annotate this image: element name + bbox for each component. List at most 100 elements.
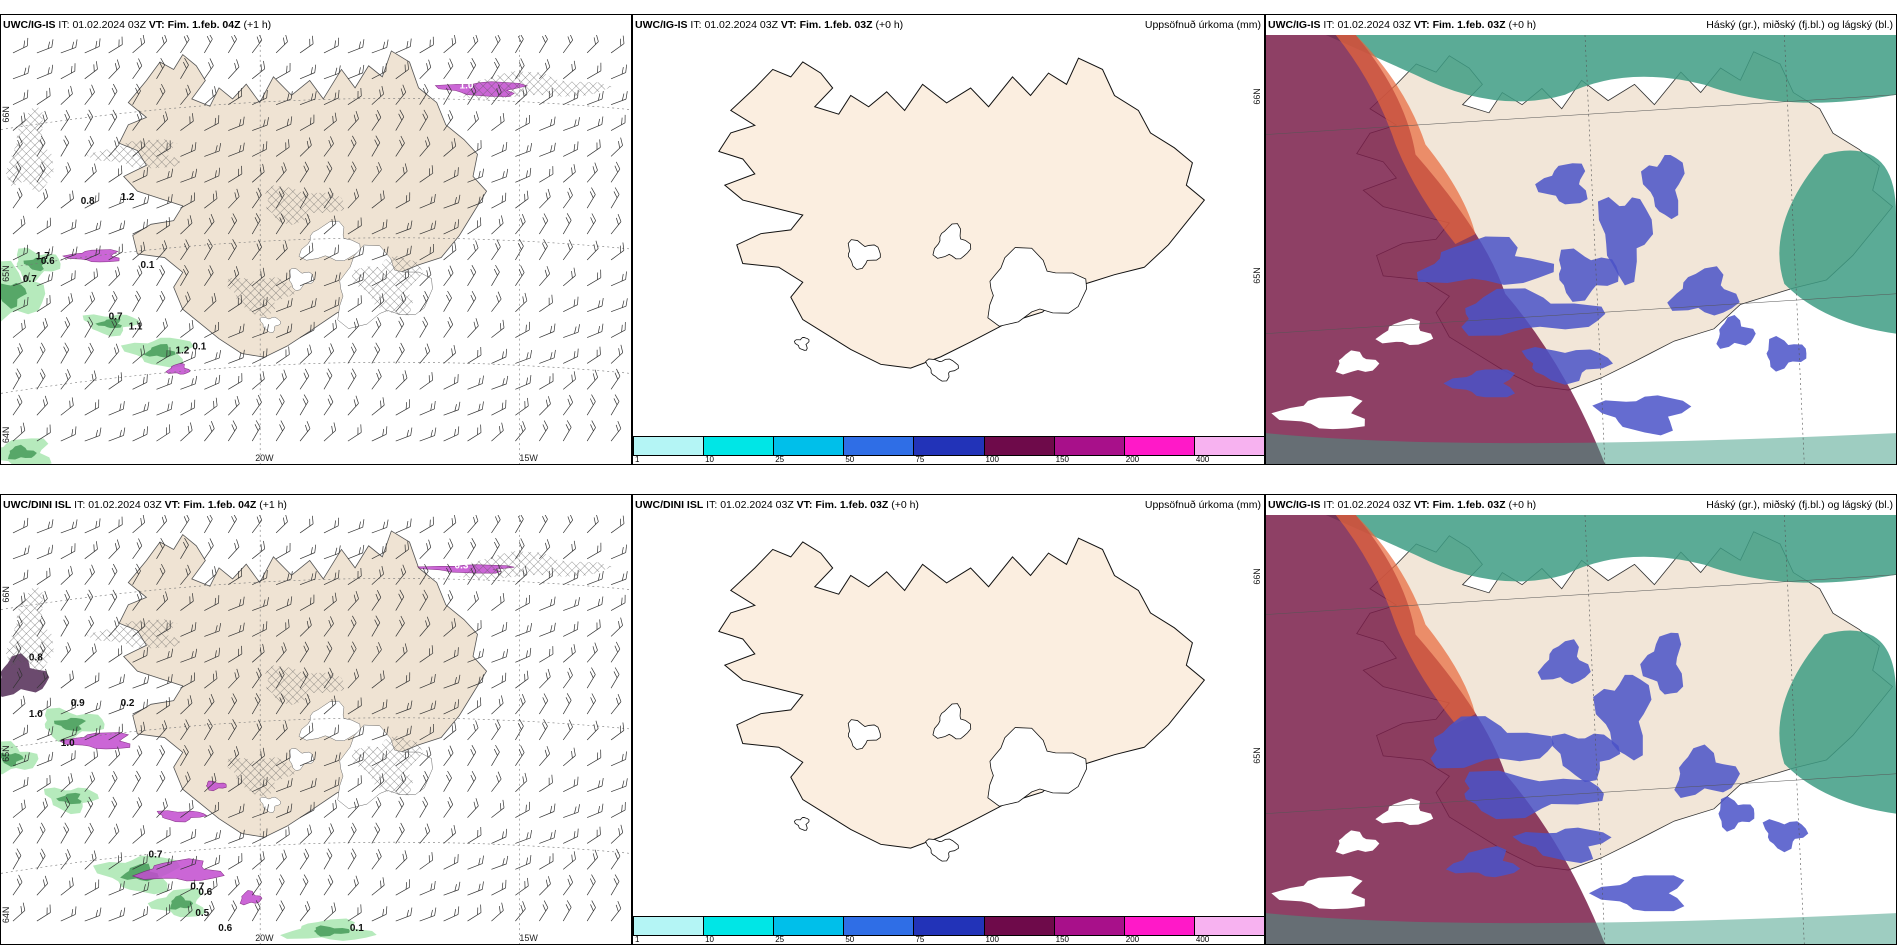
low-cloud-area bbox=[1521, 346, 1613, 385]
wind-barb bbox=[539, 87, 553, 105]
wind-barb bbox=[539, 188, 551, 209]
panel-row2-clouds: UWC/IG-IS IT: 01.02.2024 03Z VT: Fim. 1.… bbox=[1265, 494, 1897, 945]
wind-barb bbox=[132, 265, 143, 287]
precip-core bbox=[23, 257, 48, 272]
wind-barb bbox=[586, 162, 598, 183]
wind-barb bbox=[132, 797, 143, 818]
wind-barb bbox=[228, 875, 240, 896]
wind-barb bbox=[108, 372, 123, 390]
wind-barb bbox=[395, 700, 413, 715]
hatched-region bbox=[5, 103, 54, 193]
wind-barb bbox=[586, 693, 596, 715]
wind-barb bbox=[323, 368, 333, 390]
wind-barb bbox=[12, 569, 29, 585]
wind-barb bbox=[12, 592, 26, 611]
wind-barb bbox=[251, 851, 265, 870]
wind-barb bbox=[539, 116, 556, 131]
wind-barb bbox=[395, 291, 407, 312]
wind-barb bbox=[204, 877, 218, 896]
hatched-region bbox=[264, 665, 346, 706]
wind-barb bbox=[228, 803, 245, 818]
wind-barb bbox=[36, 318, 48, 338]
wind-barb bbox=[491, 902, 504, 922]
wind-barb bbox=[156, 83, 166, 105]
wind-barb bbox=[443, 167, 459, 183]
wind-barb bbox=[467, 881, 484, 896]
wind-barb bbox=[12, 874, 23, 896]
wind-barb bbox=[84, 518, 101, 534]
wind-barb bbox=[515, 829, 532, 844]
colorbar-tick-label: 10 bbox=[705, 935, 715, 944]
colorbar-swatch bbox=[703, 917, 774, 935]
wind-barb bbox=[156, 563, 166, 585]
wind-barb bbox=[84, 541, 98, 560]
wind-barb bbox=[323, 592, 337, 611]
wind-barb bbox=[12, 136, 23, 157]
precip-value-label: 1.2 bbox=[175, 346, 189, 357]
wind-barb bbox=[204, 190, 218, 209]
wind-barb bbox=[347, 88, 362, 105]
wind-barb bbox=[562, 515, 574, 534]
wind-barb bbox=[563, 597, 580, 611]
precip-value-label: 0.6 bbox=[198, 887, 212, 898]
wind-barb bbox=[156, 290, 166, 312]
wind-barb bbox=[443, 138, 457, 157]
low-cloud-area bbox=[1640, 632, 1684, 695]
glacier-outline bbox=[987, 727, 1088, 807]
wind-barb bbox=[12, 394, 23, 416]
wind-barb bbox=[538, 719, 548, 741]
wind-barb bbox=[108, 83, 118, 105]
wind-barb bbox=[12, 161, 22, 183]
model-label: UWC/IG-IS bbox=[1268, 499, 1321, 511]
wind-barb bbox=[84, 109, 94, 131]
wind-barb bbox=[419, 220, 437, 235]
wind-barb bbox=[60, 342, 70, 364]
colorbar-swatch bbox=[1053, 917, 1124, 935]
wind-barb bbox=[395, 192, 411, 209]
wind-barb bbox=[515, 694, 526, 715]
wind-barb bbox=[108, 771, 118, 792]
wind-barb bbox=[491, 695, 504, 715]
clear-sky-area bbox=[1335, 830, 1380, 855]
wind-barb bbox=[371, 219, 388, 235]
wind-barb bbox=[132, 538, 143, 559]
map-layers bbox=[1266, 35, 1896, 464]
wind-barb bbox=[156, 401, 173, 416]
wind-barb bbox=[36, 246, 54, 261]
wind-barb bbox=[323, 422, 337, 442]
colorbar-swatch bbox=[633, 917, 704, 935]
wind-barb bbox=[251, 163, 265, 183]
wind-barb bbox=[347, 217, 362, 235]
wind-barb bbox=[60, 190, 74, 209]
wind-barb bbox=[491, 35, 501, 54]
wind-barb bbox=[84, 220, 102, 235]
wind-barb bbox=[371, 773, 385, 792]
wind-barb bbox=[371, 342, 381, 364]
wind-barb bbox=[299, 421, 311, 442]
wind-barb bbox=[228, 539, 240, 560]
wind-barb bbox=[60, 877, 74, 896]
wind-barb bbox=[251, 60, 266, 80]
wind-barb bbox=[491, 537, 500, 559]
wind-barb bbox=[610, 751, 627, 767]
wind-barb bbox=[610, 271, 627, 287]
wind-barb bbox=[323, 823, 335, 844]
wind-barb bbox=[467, 826, 482, 844]
wind-barb bbox=[299, 594, 315, 611]
wind-barb bbox=[180, 215, 193, 235]
wind-barb bbox=[467, 265, 477, 287]
wind-barb bbox=[132, 241, 146, 261]
wind-barb bbox=[12, 517, 29, 534]
wind-barb bbox=[228, 622, 245, 637]
wind-barb bbox=[587, 596, 604, 611]
precip-value-label: 0.7 bbox=[23, 274, 37, 285]
precip-core bbox=[1, 282, 27, 309]
wind-barb bbox=[538, 515, 548, 534]
colorbar-swatch bbox=[913, 437, 984, 455]
wind-barb bbox=[491, 422, 504, 442]
wind-barb bbox=[132, 138, 146, 157]
wind-barb bbox=[108, 539, 120, 560]
wind-barb bbox=[251, 643, 265, 663]
wind-barb bbox=[443, 797, 454, 818]
wind-barb bbox=[275, 240, 288, 261]
